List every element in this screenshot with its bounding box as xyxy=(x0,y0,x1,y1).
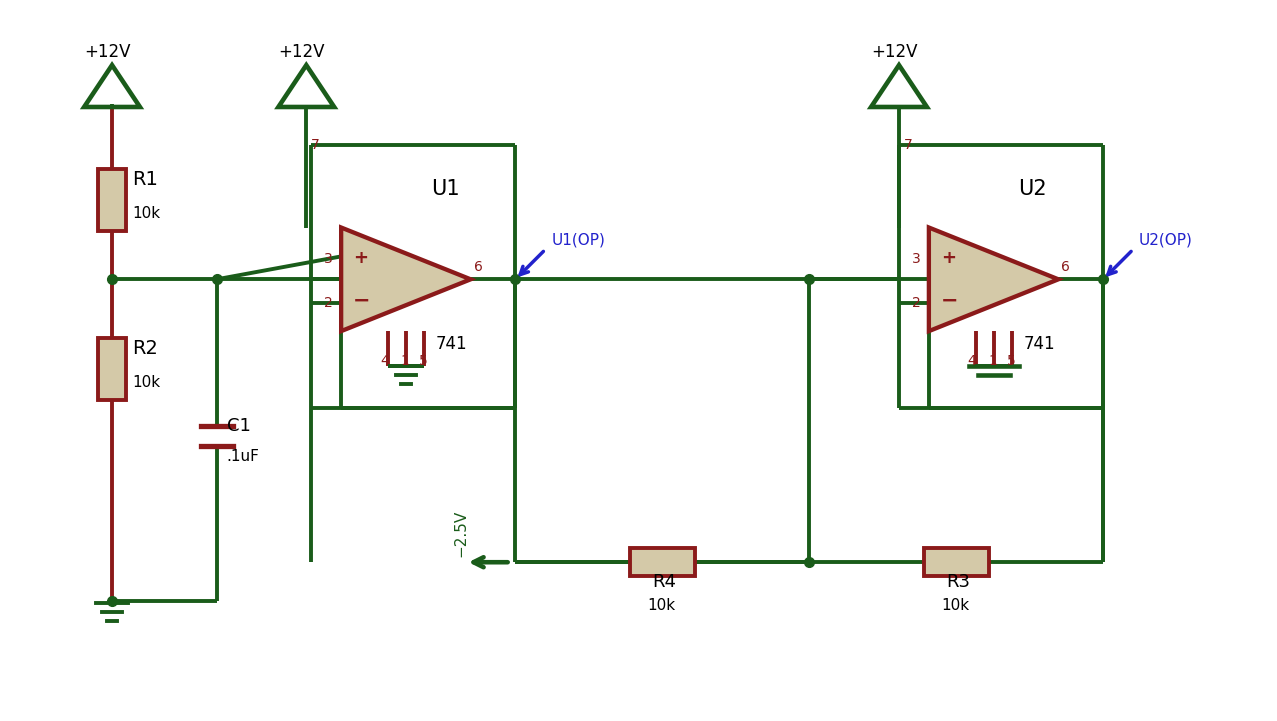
Text: 2: 2 xyxy=(324,296,333,310)
Polygon shape xyxy=(341,228,471,331)
Text: +12V: +12V xyxy=(84,43,130,61)
Text: .1uF: .1uF xyxy=(226,448,259,464)
Polygon shape xyxy=(928,228,1059,331)
Text: 7: 7 xyxy=(312,138,321,152)
Bar xyxy=(630,548,695,576)
Text: 741: 741 xyxy=(1023,335,1055,353)
Text: R3: R3 xyxy=(946,573,971,591)
Text: 741: 741 xyxy=(435,335,467,353)
Bar xyxy=(923,548,988,576)
Text: R4: R4 xyxy=(653,573,677,591)
Text: 7: 7 xyxy=(904,138,913,152)
Text: 5: 5 xyxy=(419,354,428,368)
Text: 4: 4 xyxy=(381,354,388,368)
Text: R1: R1 xyxy=(132,169,158,189)
Text: 6: 6 xyxy=(474,260,483,275)
Text: 10k: 10k xyxy=(941,598,969,613)
Text: U2: U2 xyxy=(1019,179,1047,199)
Text: +12V: +12V xyxy=(278,43,324,61)
Text: +12V: +12V xyxy=(871,43,918,61)
Text: U2(OP): U2(OP) xyxy=(1139,232,1193,247)
Text: 3: 3 xyxy=(912,252,921,266)
Text: 2: 2 xyxy=(912,296,921,310)
Text: 4: 4 xyxy=(968,354,977,368)
Bar xyxy=(98,169,126,231)
Text: 10k: 10k xyxy=(647,598,676,613)
Text: 3: 3 xyxy=(324,252,333,266)
Text: +: + xyxy=(941,249,955,267)
Text: U1: U1 xyxy=(430,179,460,199)
Text: 5: 5 xyxy=(1006,354,1015,368)
Text: 10k: 10k xyxy=(132,205,160,221)
Text: 1: 1 xyxy=(401,354,410,368)
Bar xyxy=(98,338,126,400)
Text: −: − xyxy=(354,291,370,311)
Text: 1: 1 xyxy=(988,354,997,368)
Text: −2.5V: −2.5V xyxy=(453,510,469,557)
Text: 10k: 10k xyxy=(132,375,160,390)
Text: R2: R2 xyxy=(132,339,158,358)
Text: C1: C1 xyxy=(226,417,250,435)
Text: U1(OP): U1(OP) xyxy=(552,232,605,247)
Text: +: + xyxy=(354,249,368,267)
Text: −: − xyxy=(941,291,958,311)
Text: 6: 6 xyxy=(1061,260,1070,275)
